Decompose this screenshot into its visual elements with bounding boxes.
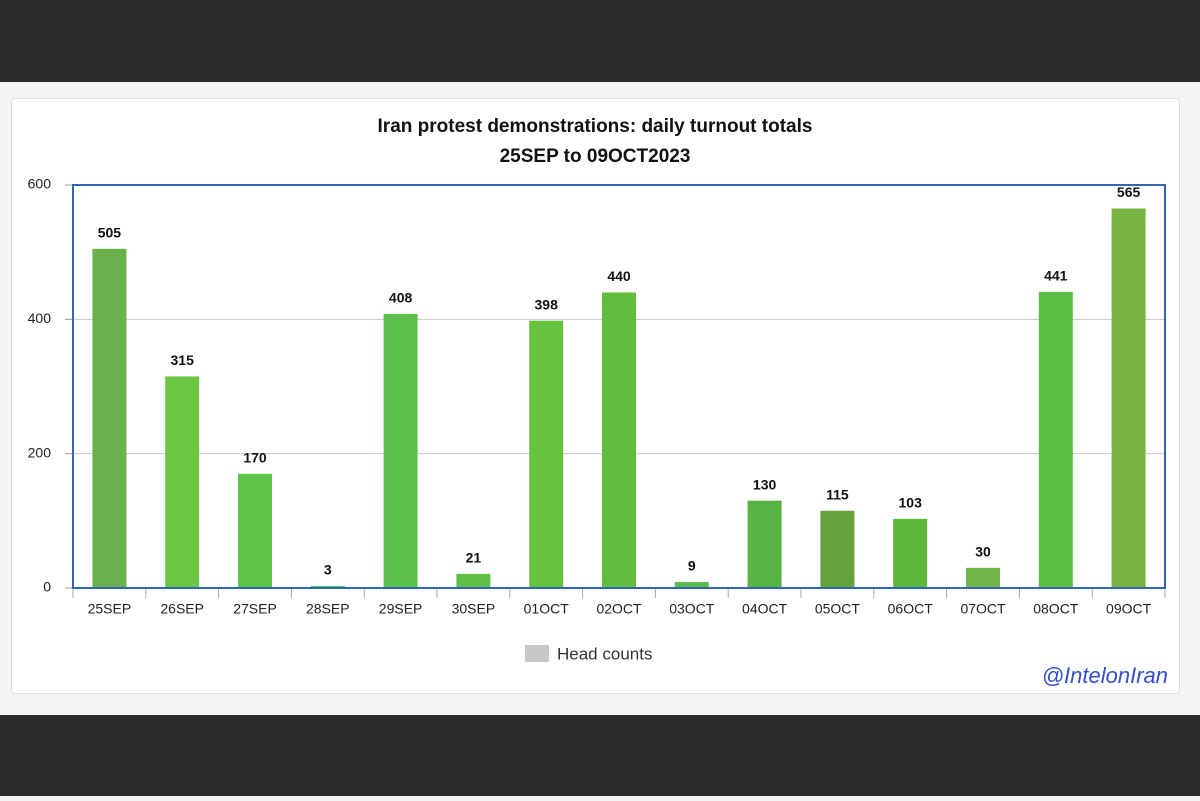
legend-label: Head counts [557, 644, 652, 663]
x-tick-label: 27SEP [233, 601, 277, 617]
value-label: 21 [466, 550, 482, 566]
x-tick-label: 26SEP [160, 601, 204, 617]
x-tick-label: 28SEP [306, 601, 350, 617]
y-tick-label: 600 [28, 176, 52, 192]
bar [674, 581, 709, 588]
x-tick-label: 08OCT [1033, 601, 1079, 617]
bar [1038, 291, 1073, 588]
bar [747, 500, 782, 588]
bar [456, 573, 491, 588]
value-label: 103 [899, 495, 923, 511]
card [11, 98, 1180, 694]
value-label: 170 [243, 450, 267, 466]
chart-title: Iran protest demonstrations: daily turno… [378, 116, 813, 137]
bar [820, 510, 855, 588]
watermark: @IntelonIran [1042, 663, 1168, 688]
value-label: 398 [535, 296, 559, 312]
value-label: 505 [98, 225, 122, 241]
value-label: 408 [389, 290, 413, 306]
y-tick-label: 0 [43, 579, 51, 595]
x-tick-label: 25SEP [88, 601, 132, 617]
bar [966, 567, 1000, 588]
bar [92, 248, 127, 588]
x-tick-label: 01OCT [524, 601, 570, 617]
bar [383, 313, 418, 588]
value-label: 441 [1044, 267, 1068, 283]
bar [602, 292, 636, 588]
legend-swatch [525, 645, 549, 662]
value-label: 30 [975, 544, 991, 560]
bar [529, 320, 564, 588]
plot-border [72, 184, 1166, 589]
x-tick-label: 06OCT [888, 601, 934, 617]
bar [893, 518, 928, 588]
x-tick-label: 09OCT [1106, 601, 1152, 617]
x-tick-label: 07OCT [960, 601, 1006, 617]
x-tick-label: 05OCT [815, 601, 861, 617]
value-label: 3 [324, 562, 332, 578]
value-label: 440 [607, 268, 631, 284]
value-label: 565 [1117, 184, 1141, 200]
value-label: 115 [826, 486, 849, 502]
chart-subtitle: 25SEP to 09OCT2023 [500, 146, 691, 167]
bar [165, 376, 200, 588]
x-tick-label: 30SEP [452, 601, 496, 617]
y-tick-label: 200 [28, 444, 52, 460]
top-band [0, 0, 1200, 82]
value-label: 130 [753, 476, 777, 492]
bar [238, 473, 272, 588]
y-tick-label: 400 [28, 310, 52, 326]
x-tick-label: 29SEP [379, 601, 423, 617]
x-tick-label: 03OCT [669, 601, 715, 617]
value-label: 315 [171, 352, 195, 368]
x-tick-label: 02OCT [596, 601, 642, 617]
bar [1111, 208, 1146, 588]
bottom-band [0, 715, 1200, 796]
value-label: 9 [688, 558, 696, 574]
bar [310, 585, 345, 588]
x-tick-label: 04OCT [742, 601, 788, 617]
